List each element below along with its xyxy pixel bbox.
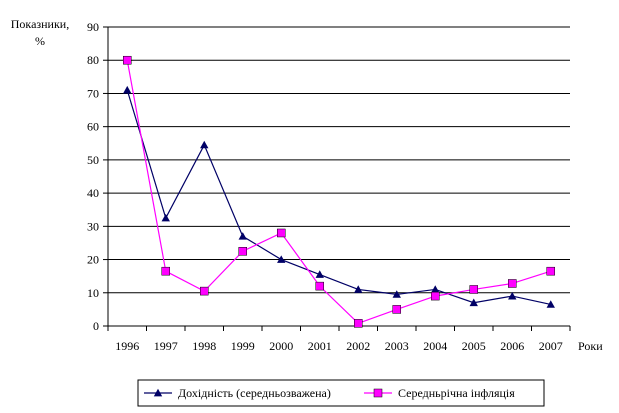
series-group: [123, 55, 555, 328]
x-tick-label: 1998: [192, 339, 216, 353]
legend-marker: [373, 388, 383, 398]
data-point: [277, 255, 286, 263]
y-tick-label: 20: [87, 253, 99, 267]
y-tick-label: 70: [87, 86, 99, 100]
x-axis-title: Роки: [578, 339, 603, 353]
x-tick-label: 2000: [269, 339, 293, 353]
data-point: [161, 213, 170, 222]
data-point: [546, 300, 555, 308]
x-tick-label: 1997: [154, 339, 178, 353]
x-tick-label: 2007: [539, 339, 563, 353]
data-point: [123, 55, 132, 65]
data-point: [238, 247, 247, 256]
data-point: [277, 228, 286, 238]
x-tick-label: 2002: [346, 339, 370, 353]
data-point: [508, 279, 517, 288]
data-point: [392, 305, 401, 314]
y-axis-title-line-1: Показники,: [11, 17, 69, 31]
x-tick-label: 2003: [385, 339, 409, 353]
y-tick-label: 60: [87, 120, 99, 134]
data-point: [200, 286, 209, 296]
data-point: [354, 285, 363, 293]
y-tick-label: 30: [87, 219, 99, 233]
data-point: [546, 266, 555, 276]
y-tick-label: 10: [87, 286, 99, 300]
legend: Дохідність (середньозважена) Середньрічна…: [137, 379, 545, 407]
series-1: [123, 85, 555, 308]
y-tick-label: 0: [93, 319, 99, 333]
data-point: [392, 290, 401, 298]
data-point: [123, 85, 132, 94]
y-tick-label: 40: [87, 186, 99, 200]
data-point: [469, 285, 478, 294]
grid: [103, 26, 570, 327]
y-tick-labels: 0 10 20 30 40 50 60 70 80 90: [87, 20, 99, 333]
x-tick-label: 2001: [308, 339, 332, 353]
x-tick-label: 2005: [462, 339, 486, 353]
x-tick-label: 1999: [231, 339, 255, 353]
series-2: [123, 55, 555, 328]
y-axis-title-line-2: %: [35, 34, 45, 48]
data-point: [354, 319, 363, 328]
x-tick-label: 2004: [423, 339, 447, 353]
y-tick-label: 80: [87, 53, 99, 67]
series-line: [126, 60, 551, 325]
legend-label: Середньрічна інфляція: [398, 386, 515, 400]
data-point: [315, 281, 324, 291]
data-point: [469, 298, 478, 307]
y-tick-label: 90: [87, 20, 99, 34]
data-point: [431, 291, 440, 301]
x-tick-labels: 1996 1997 1998 1999 2000 2001 2002 2003 2004 2005…: [115, 339, 563, 353]
legend-label: Дохідність (середньозважена): [178, 386, 331, 400]
data-point: [431, 285, 440, 293]
data-point: [161, 266, 170, 276]
legend-box: [137, 379, 545, 407]
legend-marker: [153, 388, 163, 397]
x-tick-label: 2006: [500, 339, 524, 353]
axes: [107, 27, 571, 331]
data-point: [238, 232, 247, 240]
x-tick-label: 1996: [115, 339, 139, 353]
data-point: [508, 291, 517, 300]
data-point: [200, 140, 209, 149]
y-tick-label: 50: [87, 153, 99, 167]
data-point: [315, 270, 324, 278]
series-line: [126, 89, 551, 305]
